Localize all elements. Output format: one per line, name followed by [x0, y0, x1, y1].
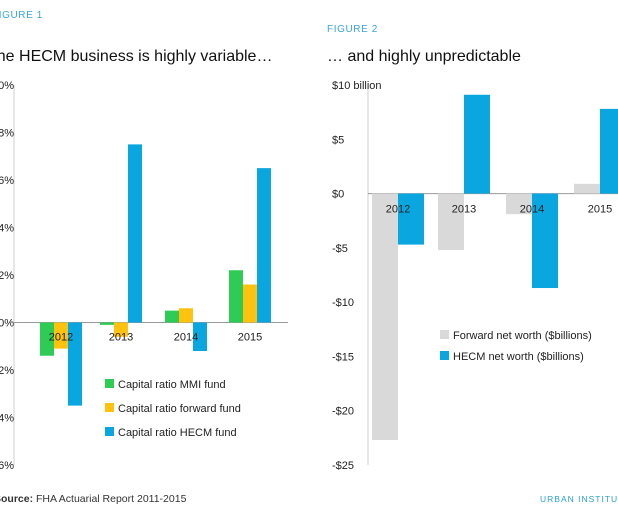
chart2-y-tick-label: -$25: [332, 460, 354, 472]
chart2-bar: [532, 193, 558, 289]
chart1-y-tick-label: -2%: [0, 365, 14, 377]
chart1-bar: [257, 168, 271, 323]
chart1-bar: [229, 270, 243, 323]
chart1-bar: [165, 310, 179, 323]
chart1-bar: [40, 322, 54, 356]
chart1-legend-swatch: [105, 427, 114, 436]
figure1-label: FIGURE 1: [0, 10, 43, 21]
chart2-bar: [464, 94, 490, 194]
chart2-legend-label: HECM net worth ($billions): [453, 351, 584, 363]
chart2-y-tick-label: $10 billion: [332, 80, 382, 92]
chart1-bar: [68, 322, 82, 406]
chart1-x-tick-label: 2015: [238, 332, 262, 344]
chart1-x-tick-label: 2014: [174, 332, 198, 344]
figure2-title: … and highly unpredictable: [327, 48, 521, 65]
chart2-x-tick-label: 2014: [520, 204, 544, 216]
chart1-bar: [128, 144, 142, 323]
chart2-bar: [438, 193, 464, 251]
chart1-y-tick-label: 4%: [0, 223, 14, 235]
chart2-y-tick-label: -$5: [332, 243, 348, 255]
chart1-legend-label: Capital ratio MMI fund: [118, 379, 226, 391]
chart2-bar: [398, 193, 424, 245]
chart1-legend-swatch: [105, 403, 114, 412]
chart2-x-tick-label: 2012: [386, 204, 410, 216]
chart1-bar: [193, 322, 207, 351]
chart2-x-tick-label: 2013: [452, 204, 476, 216]
source-prefix: Source:: [0, 493, 34, 505]
chart1-y-tick-label: 0%: [0, 318, 14, 330]
chart2-y-tick-label: $0: [332, 189, 344, 201]
chart1-legend-label: Capital ratio forward fund: [118, 403, 241, 415]
chart1-bar: [179, 308, 193, 323]
chart1-y-tick-label: 6%: [0, 175, 14, 187]
chart2-bar: [372, 193, 398, 441]
chart1-x-tick-label: 2012: [49, 332, 73, 344]
chart1-capital-ratios: -6% -4% -2% 0% 2% 4% 6% 8% 10% 2012 2013 2014 2015 Ca…: [0, 80, 288, 472]
chart1-y-tick-label: -6%: [0, 460, 14, 472]
chart2-bar: [506, 193, 532, 215]
chart1-x-tick-label: 2013: [109, 332, 133, 344]
chart2-x-tick-label: 2015: [588, 204, 612, 216]
chart1-y-tick-label: 10%: [0, 80, 14, 92]
chart1-y-tick-label: 8%: [0, 128, 14, 140]
source-text: FHA Actuarial Report 2011-2015: [36, 493, 187, 505]
chart2-legend-label: Forward net worth ($billions): [453, 330, 592, 342]
chart2-y-tick-label: -$15: [332, 351, 354, 363]
chart2-bar: [600, 108, 618, 194]
chart1-y-tick-label: 2%: [0, 270, 14, 282]
chart1-bar: [100, 322, 114, 325]
chart2-y-tick-label: -$10: [332, 297, 354, 309]
chart2-y-tick-label: $5: [332, 134, 344, 146]
chart1-legend-label: Capital ratio HECM fund: [118, 427, 237, 439]
chart1-bar: [114, 322, 128, 337]
chart1-bar: [54, 322, 68, 349]
chart1-legend-swatch: [105, 379, 114, 388]
chart1-bar: [243, 284, 257, 323]
chart1-y-tick-label: -4%: [0, 413, 14, 425]
chart2-bar: [574, 183, 600, 194]
figure2-label: FIGURE 2: [327, 24, 378, 35]
chart2-net-worth: $10 billion $5 $0 -$5 -$10 -$15 -$20 -$25 2012 20…: [332, 80, 618, 472]
source-note: Source: FHA Actuarial Report 2011-2015: [0, 493, 186, 505]
chart2-legend-swatch: [440, 330, 449, 339]
chart2-legend-swatch: [440, 351, 449, 360]
brand-logo: URBAN INSTITUTE: [540, 494, 618, 504]
figure1-title: The HECM business is highly variable…: [0, 48, 273, 65]
chart2-y-tick-label: -$20: [332, 406, 354, 418]
